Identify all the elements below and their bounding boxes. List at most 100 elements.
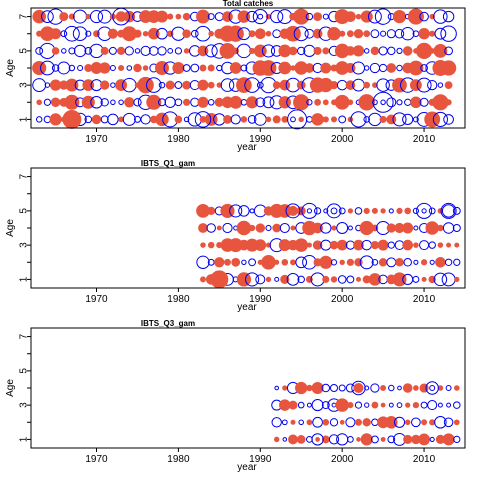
positive-residual-bubble [207,206,216,215]
positive-residual-bubble [442,433,455,446]
positive-residual-bubble [68,13,75,20]
negative-residual-bubble [314,207,322,215]
positive-residual-bubble [306,419,313,426]
positive-residual-bubble [245,96,259,109]
y-tick-label: 7 [19,13,30,19]
negative-residual-bubble [388,208,394,214]
negative-residual-bubble [312,416,323,428]
negative-residual-bubble [97,9,112,24]
positive-residual-bubble [200,242,206,248]
negative-residual-bubble [126,65,133,71]
negative-residual-bubble [378,63,388,73]
positive-residual-bubble [386,114,397,125]
negative-residual-bubble [321,401,330,410]
positive-residual-bubble [454,242,460,248]
negative-residual-bubble [252,9,268,25]
negative-residual-bubble [274,385,280,391]
negative-residual-bubble [247,115,257,124]
panel-title: IBTS_Q1_gam [141,159,195,168]
positive-residual-bubble [370,240,380,250]
positive-residual-bubble [353,239,364,251]
negative-residual-bubble [421,208,427,214]
positive-residual-bubble [229,62,242,74]
positive-residual-bubble [261,255,276,270]
positive-residual-bubble [435,257,446,268]
y-tick-label: 7 [19,173,30,179]
negative-residual-bubble [40,60,55,76]
positive-residual-bubble [407,8,424,25]
negative-residual-bubble [412,275,420,283]
negative-residual-bubble [387,241,395,249]
negative-residual-bubble [433,272,448,287]
positive-residual-bubble [236,272,252,287]
positive-residual-bubble [330,116,338,123]
negative-residual-bubble [229,204,243,218]
negative-residual-bubble [77,64,84,72]
x-axis-label: year [237,142,257,153]
negative-residual-bubble [336,222,349,234]
positive-residual-bubble [288,400,298,410]
positive-residual-bubble [312,222,323,234]
positive-residual-bubble [174,115,183,124]
negative-residual-bubble [298,419,304,426]
negative-residual-bubble [320,222,332,234]
positive-residual-bubble [183,48,190,54]
positive-residual-bubble [412,401,420,409]
y-axis-label: Age [5,379,16,397]
positive-residual-bubble [410,96,422,109]
positive-residual-bubble [296,80,306,90]
positive-residual-bubble [370,46,380,56]
positive-residual-bubble [207,241,215,249]
positive-residual-bubble [359,220,374,236]
positive-residual-bubble [312,240,323,250]
positive-residual-bubble [290,225,296,231]
negative-residual-bubble [359,255,374,270]
positive-residual-bubble [322,419,330,426]
positive-residual-bubble [107,28,118,39]
negative-residual-bubble [378,46,388,56]
negative-residual-bubble [158,81,166,89]
negative-residual-bubble [60,30,68,38]
negative-residual-bubble [64,25,80,42]
positive-residual-bubble [347,116,354,123]
positive-residual-bubble [355,276,362,282]
negative-residual-bubble [453,435,461,444]
positive-residual-bubble [222,11,233,22]
positive-residual-bubble [329,80,339,90]
negative-residual-bubble [140,114,151,125]
negative-residual-bubble [220,78,235,92]
negative-residual-bubble [44,82,51,88]
negative-residual-bubble [241,259,247,265]
negative-residual-bubble [311,433,324,446]
positive-residual-bubble [254,28,266,40]
x-tick-label: 2000 [331,134,354,145]
negative-residual-bubble [416,77,432,93]
negative-residual-bubble [452,206,461,215]
positive-residual-bubble [322,275,330,283]
positive-residual-bubble [347,208,354,214]
negative-residual-bubble [330,207,338,215]
negative-residual-bubble [354,401,363,409]
positive-residual-bubble [371,207,378,214]
negative-residual-bubble [262,96,275,109]
positive-residual-bubble [207,64,215,72]
negative-residual-bubble [434,27,447,40]
positive-residual-bubble [118,64,125,72]
positive-residual-bubble [272,115,281,124]
negative-residual-bubble [413,225,419,231]
negative-residual-bubble [364,402,370,408]
positive-residual-bubble [142,30,149,37]
negative-residual-bubble [443,114,454,125]
positive-residual-bubble [279,399,291,411]
positive-residual-bubble [363,81,371,89]
negative-residual-bubble [323,208,329,214]
negative-residual-bubble [427,79,438,91]
panel-title: IBTS_Q3_gam [141,319,195,328]
negative-residual-bubble [290,116,296,123]
negative-residual-bubble [73,44,87,58]
positive-residual-bubble [355,13,362,20]
negative-residual-bubble [329,418,339,427]
positive-residual-bubble [385,416,398,429]
positive-residual-bubble [346,30,354,38]
positive-residual-bubble [282,385,288,391]
